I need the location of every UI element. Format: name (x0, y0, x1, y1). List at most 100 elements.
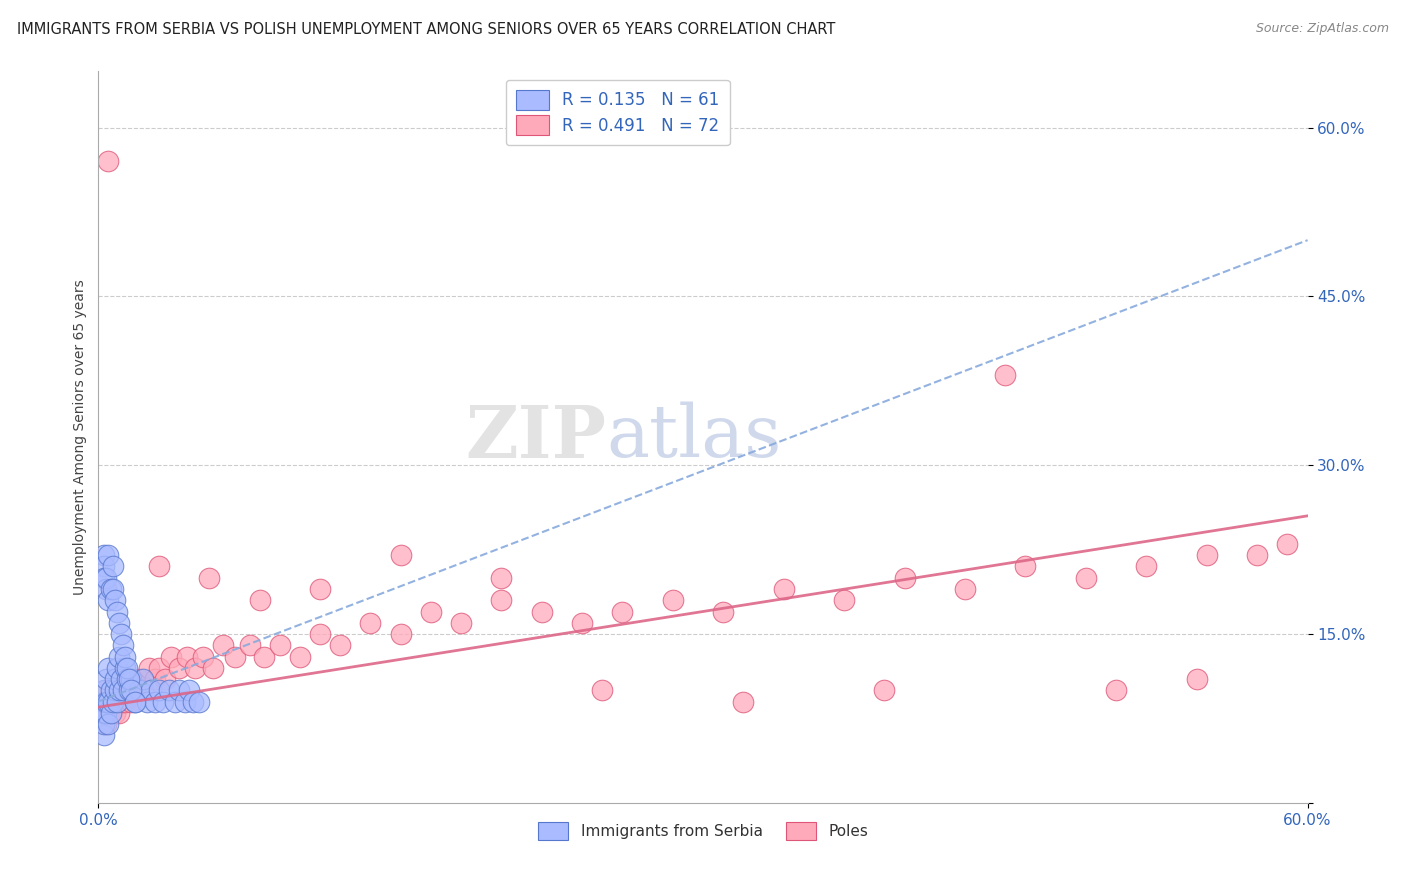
Point (1074, 571, 1097, 585)
Point (124, 694, 146, 708)
Point (1135, 559, 1157, 574)
Point (309, 582, 332, 596)
Point (772, 582, 794, 596)
Point (97, 717, 120, 731)
Point (120, 683, 142, 698)
Point (1277, 537, 1299, 551)
Point (103, 706, 125, 720)
Point (115, 683, 138, 698)
Point (101, 582, 124, 596)
Point (100, 582, 122, 596)
Text: ZIP: ZIP (465, 401, 606, 473)
Point (105, 694, 128, 708)
Point (93, 548, 115, 562)
Point (96, 717, 118, 731)
Point (174, 694, 197, 708)
Point (93, 683, 115, 698)
Point (118, 672, 141, 686)
Point (96, 694, 118, 708)
Point (111, 638, 134, 652)
Point (105, 605, 128, 619)
Point (591, 683, 613, 698)
Point (100, 706, 122, 720)
Point (124, 683, 146, 698)
Point (97, 548, 120, 562)
Point (450, 615, 472, 630)
Point (100, 683, 122, 698)
Legend: Immigrants from Serbia, Poles: Immigrants from Serbia, Poles (531, 815, 875, 847)
Point (107, 683, 129, 698)
Point (893, 571, 915, 585)
Point (128, 683, 150, 698)
Point (181, 694, 204, 708)
Point (101, 694, 124, 708)
Point (329, 638, 352, 652)
Point (1195, 548, 1218, 562)
Point (1105, 683, 1128, 698)
Point (148, 559, 170, 574)
Point (873, 683, 896, 698)
Point (148, 683, 170, 698)
Point (612, 605, 634, 619)
Y-axis label: Unemployment Among Seniors over 65 years: Unemployment Among Seniors over 65 years (73, 279, 87, 595)
Point (157, 683, 180, 698)
Point (160, 649, 183, 664)
Point (202, 661, 225, 675)
Point (1185, 672, 1208, 686)
Point (711, 605, 734, 619)
Point (994, 368, 1017, 383)
Point (107, 615, 129, 630)
Point (1014, 559, 1036, 574)
Point (114, 649, 136, 664)
Point (111, 683, 134, 698)
Point (110, 694, 132, 708)
Point (832, 593, 855, 607)
Point (420, 605, 443, 619)
Point (110, 627, 132, 641)
Point (101, 559, 124, 574)
Point (107, 649, 129, 664)
Point (253, 649, 276, 664)
Point (198, 571, 221, 585)
Point (107, 706, 129, 720)
Point (111, 683, 134, 698)
Point (143, 672, 166, 686)
Point (152, 694, 174, 708)
Point (93, 559, 115, 574)
Point (114, 661, 136, 675)
Point (103, 683, 125, 698)
Point (97, 154, 120, 169)
Point (93, 694, 115, 708)
Point (360, 615, 382, 630)
Point (953, 582, 976, 596)
Point (97, 694, 120, 708)
Point (269, 638, 291, 652)
Point (114, 694, 136, 708)
Point (163, 694, 186, 708)
Point (93, 694, 115, 708)
Text: Source: ZipAtlas.com: Source: ZipAtlas.com (1256, 22, 1389, 36)
Point (491, 571, 513, 585)
Point (571, 615, 593, 630)
Point (167, 661, 190, 675)
Point (153, 672, 176, 686)
Point (124, 694, 146, 708)
Point (143, 694, 166, 708)
Point (96, 683, 118, 698)
Point (128, 672, 150, 686)
Point (135, 694, 157, 708)
Point (212, 638, 235, 652)
Point (389, 548, 412, 562)
Point (132, 672, 155, 686)
Point (139, 683, 162, 698)
Point (96, 571, 118, 585)
Point (733, 694, 755, 708)
Point (138, 661, 160, 675)
Point (105, 661, 128, 675)
Point (193, 649, 215, 664)
Point (179, 683, 201, 698)
Point (491, 593, 513, 607)
Point (288, 649, 311, 664)
Point (118, 683, 141, 698)
Point (661, 593, 683, 607)
